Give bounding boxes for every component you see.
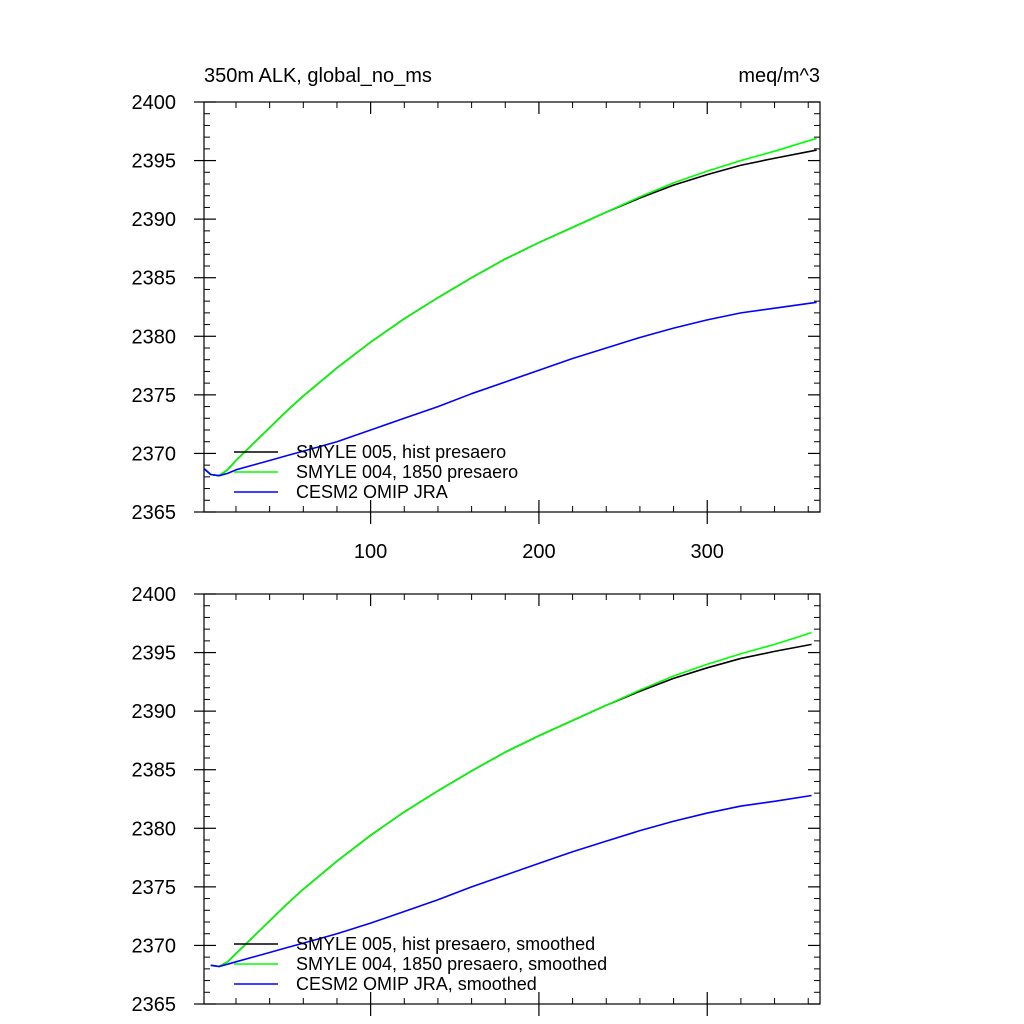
- y-tick-label: 2395: [132, 151, 177, 173]
- y-tick-label: 2395: [132, 643, 177, 665]
- chart-title: 350m ALK, global_no_ms: [204, 65, 432, 87]
- y-tick-label: 2385: [132, 760, 177, 782]
- legend-label-0: SMYLE 005, hist presaero: [296, 442, 506, 462]
- plot-frame: [203, 101, 821, 513]
- series-line-1: [210, 631, 812, 968]
- legend-label-1: SMYLE 004, 1850 presaero: [296, 462, 518, 482]
- y-tick-label: 2400: [132, 584, 177, 606]
- series-line-2: [204, 301, 817, 477]
- legend-label-0: SMYLE 005, hist presaero, smoothed: [296, 934, 595, 954]
- y-tick-label: 2380: [132, 326, 177, 348]
- y-tick-label: 2390: [132, 701, 177, 723]
- units-label: meq/m^3: [738, 65, 820, 87]
- legend-label-2: CESM2 OMIP JRA: [296, 482, 448, 502]
- series-line-0: [210, 643, 812, 968]
- y-tick-label: 2365: [132, 994, 177, 1016]
- series-line-1: [204, 137, 817, 477]
- y-tick-label: 2375: [132, 385, 177, 407]
- series-line-0: [204, 149, 817, 477]
- y-tick-label: 2370: [132, 443, 177, 465]
- y-tick-label: 2400: [132, 92, 177, 114]
- x-tick-label: 100: [354, 541, 387, 563]
- y-tick-label: 2390: [132, 209, 177, 231]
- y-tick-label: 2375: [132, 877, 177, 899]
- x-tick-label: 200: [522, 541, 555, 563]
- x-tick-label: 300: [691, 541, 724, 563]
- y-tick-label: 2365: [132, 502, 177, 524]
- legend-label-2: CESM2 OMIP JRA, smoothed: [296, 974, 537, 994]
- y-tick-label: 2380: [132, 818, 177, 840]
- legend-label-1: SMYLE 004, 1850 presaero, smoothed: [296, 954, 607, 974]
- series-line-2: [210, 794, 812, 968]
- plot-frame: [203, 593, 821, 1005]
- top-panel: 100 200 300 2365 2370 2375 2380 2385 2390 2395 240…: [132, 65, 821, 563]
- bottom-panel: 2365 2370 2375 2380 2385 2390 2395 2400 SMYLE 00…: [132, 584, 821, 1016]
- y-tick-label: 2385: [132, 268, 177, 290]
- y-tick-label: 2370: [132, 935, 177, 957]
